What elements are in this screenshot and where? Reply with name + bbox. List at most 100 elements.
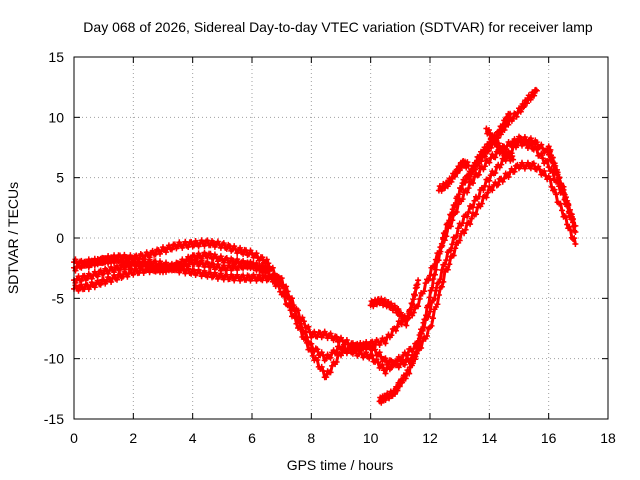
data-point-marker	[252, 263, 258, 270]
data-point-marker	[396, 383, 403, 390]
data-point-marker	[505, 150, 512, 157]
data-point-marker	[108, 254, 115, 261]
data-point-marker	[269, 264, 276, 271]
data-point-marker	[498, 161, 505, 168]
data-point-marker	[391, 361, 398, 368]
data-point-marker	[429, 284, 436, 291]
data-point-marker	[253, 277, 260, 284]
data-point-marker	[284, 288, 291, 295]
data-point-marker	[412, 353, 419, 360]
data-point-marker	[476, 157, 483, 164]
data-point-marker	[413, 349, 420, 356]
y-tick-label: -10	[44, 351, 64, 367]
x-tick-label: 8	[307, 430, 315, 446]
data-point-marker	[468, 215, 475, 222]
data-point-marker	[318, 363, 325, 370]
data-point-marker	[253, 250, 260, 257]
data-point-marker	[243, 263, 250, 270]
data-point-marker	[474, 204, 481, 211]
data-point-marker	[478, 151, 485, 157]
data-point-marker	[133, 252, 140, 259]
data-point-marker	[572, 229, 579, 235]
data-point-marker	[443, 257, 450, 264]
data-point-marker	[207, 250, 214, 257]
data-point-marker	[571, 235, 578, 242]
data-point-marker	[440, 278, 447, 285]
data-point-marker	[424, 302, 431, 309]
data-point-marker	[448, 178, 455, 185]
data-point-marker	[111, 260, 118, 266]
data-point-marker	[444, 266, 451, 273]
x-axis-label: GPS time / hours	[287, 457, 394, 473]
data-point-marker	[531, 92, 538, 99]
data-point-marker	[570, 236, 576, 242]
data-point-marker	[553, 191, 560, 198]
data-point-marker	[480, 166, 487, 173]
data-point-marker	[327, 354, 334, 361]
data-point-marker	[432, 266, 439, 273]
data-point-marker	[198, 273, 205, 280]
data-point-marker	[188, 257, 195, 264]
data-point-marker	[461, 230, 468, 237]
data-point-marker	[360, 345, 367, 352]
data-point-marker	[376, 349, 383, 356]
y-tick-label: -15	[44, 411, 64, 427]
data-point-marker	[486, 159, 493, 166]
data-point-marker	[511, 168, 518, 175]
data-point-marker	[517, 108, 524, 115]
data-point-marker	[462, 226, 469, 233]
data-point-marker	[557, 200, 564, 207]
data-point-marker	[379, 335, 386, 342]
data-point-marker	[457, 185, 464, 192]
data-point-marker	[240, 257, 247, 264]
data-point-marker	[220, 240, 227, 247]
data-point-marker	[75, 287, 82, 294]
data-point-marker	[168, 246, 175, 253]
data-point-marker	[91, 284, 98, 291]
data-point-marker	[298, 326, 304, 333]
data-point-marker	[422, 280, 429, 287]
data-point-marker	[305, 323, 312, 330]
data-point-marker	[435, 292, 442, 298]
y-tick-label: 10	[48, 109, 64, 125]
data-point-marker	[467, 221, 474, 228]
data-point-marker	[78, 264, 85, 271]
y-tick-label: -5	[52, 290, 65, 306]
data-point-marker	[424, 333, 430, 339]
data-point-marker	[419, 327, 426, 334]
data-point-marker	[481, 163, 488, 170]
data-point-marker	[521, 165, 528, 172]
data-point-marker	[160, 269, 166, 276]
data-point-marker	[453, 209, 460, 215]
data-point-marker	[539, 155, 546, 162]
x-tick-label: 2	[129, 430, 137, 446]
data-point-marker	[408, 306, 414, 313]
data-point-marker	[286, 301, 293, 308]
data-point-marker	[449, 241, 456, 248]
data-point-marker	[452, 202, 459, 209]
data-point-marker	[394, 360, 401, 367]
data-point-marker	[479, 152, 486, 159]
data-point-marker	[559, 207, 565, 214]
data-point-marker	[333, 333, 340, 340]
data-point-marker	[94, 261, 101, 268]
data-point-marker	[250, 260, 257, 267]
data-point-marker	[271, 278, 278, 285]
data-point-marker	[484, 189, 491, 196]
data-point-marker	[124, 273, 131, 280]
data-point-marker	[458, 186, 465, 193]
data-point-marker	[489, 187, 496, 194]
data-point-marker	[446, 217, 453, 224]
data-point-marker	[97, 281, 104, 288]
data-point-marker	[432, 271, 438, 278]
data-point-marker	[275, 282, 282, 288]
series-track-9	[367, 277, 422, 329]
data-point-marker	[486, 127, 492, 133]
data-point-marker	[486, 177, 493, 184]
data-point-marker	[269, 272, 276, 279]
data-point-marker	[449, 212, 455, 219]
data-point-marker	[425, 302, 432, 308]
data-point-marker	[403, 322, 410, 329]
data-point-marker	[214, 238, 221, 245]
data-point-marker	[547, 146, 554, 153]
